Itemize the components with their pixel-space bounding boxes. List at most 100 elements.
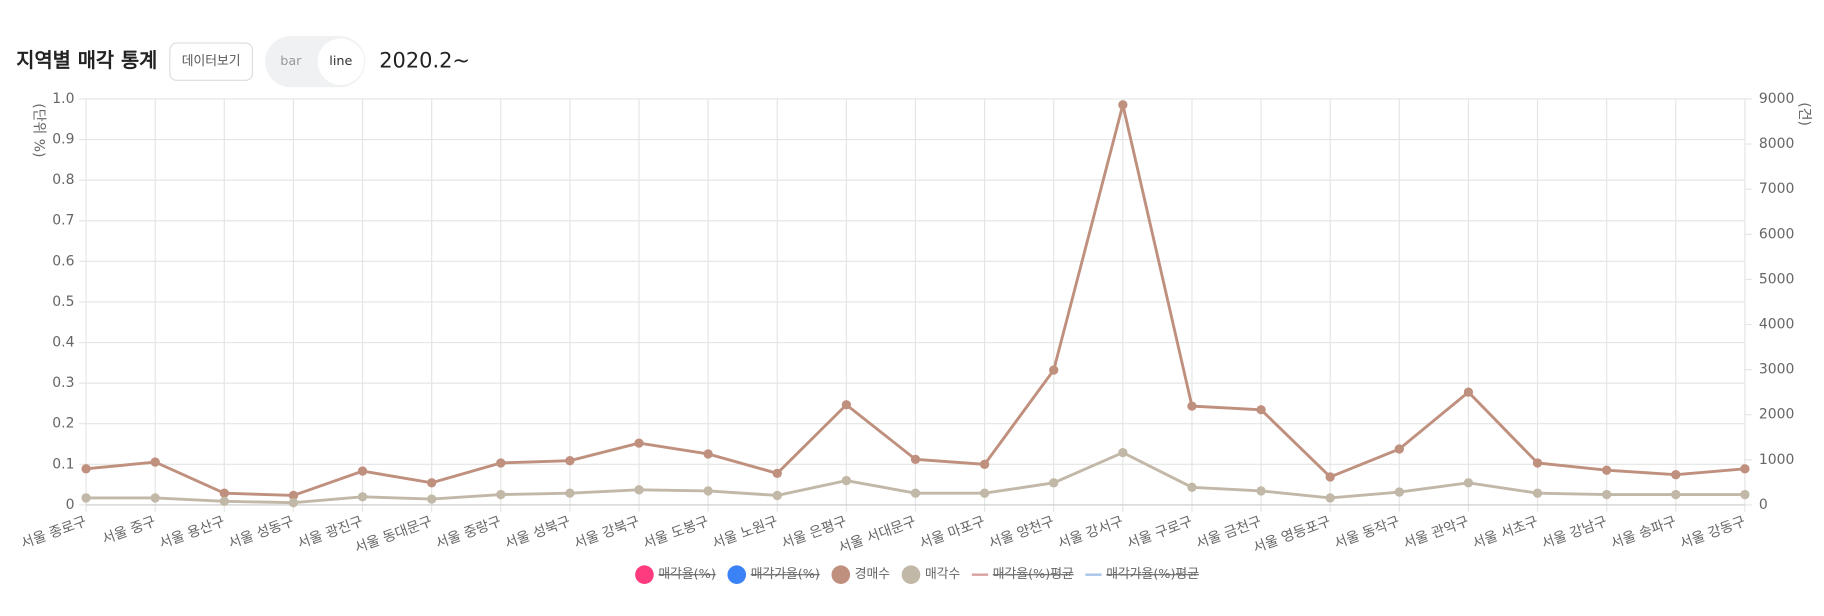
chart-title: 지역별 매각 통계: [16, 49, 157, 72]
point: [288, 498, 299, 508]
point: [1256, 486, 1266, 496]
point: [1325, 472, 1335, 482]
toggle-active[interactable]: [317, 38, 365, 85]
point: [81, 464, 91, 474]
point: [1602, 489, 1612, 500]
point: [1394, 444, 1404, 454]
y-axis-title: (단위 %): [30, 103, 46, 157]
point: [1187, 482, 1197, 492]
toggle-option: line: [329, 54, 352, 69]
y-tick-label: 0.1: [52, 456, 74, 472]
x-tick-label: 서울 성동구: [226, 514, 296, 553]
point: [1740, 464, 1750, 474]
point: [910, 488, 921, 498]
y-tick-label: 0.6: [52, 253, 74, 269]
point: [979, 488, 990, 498]
point: [565, 456, 575, 466]
point: [357, 466, 368, 476]
point: [1118, 447, 1128, 458]
point: [1325, 493, 1335, 503]
point: [703, 449, 713, 459]
x-tick-label: 서울 성북구: [503, 514, 573, 553]
point: [1394, 487, 1404, 497]
period: 2020.2~: [379, 49, 470, 73]
point: [1118, 100, 1128, 110]
x-tick-label: 서울 양천구: [987, 514, 1057, 553]
x-tick-label: 서울 구로구: [1125, 514, 1195, 553]
point: [427, 494, 437, 504]
x-tick-label: 서울 중구: [100, 514, 158, 548]
y2-tick-label: 5000: [1759, 271, 1794, 287]
y2-tick-label: 2000: [1759, 407, 1794, 423]
x-tick-label: 서울 강동구: [1678, 514, 1748, 553]
point: [219, 488, 229, 498]
point: [1049, 365, 1059, 375]
x-tick-label: 서울 강북구: [572, 514, 642, 553]
toggle-option: bar: [280, 54, 302, 69]
point: [1671, 489, 1681, 500]
point: [1256, 405, 1266, 415]
point: [427, 478, 437, 488]
legend-label[interactable]: 경매수: [855, 567, 891, 582]
y-tick-label: 0.7: [52, 213, 74, 229]
y-tick-label: 1.0: [52, 91, 74, 107]
x-tick-label: 서울 강남구: [1540, 514, 1610, 553]
y2-tick-label: 8000: [1759, 136, 1794, 152]
point: [1532, 488, 1543, 498]
legend-marker: [727, 565, 747, 585]
point: [979, 459, 990, 469]
point: [1532, 458, 1543, 468]
y2-axis-title: (건): [1796, 102, 1812, 126]
data-button[interactable]: [169, 42, 254, 81]
x-tick-label: 서울 동대문구: [352, 514, 434, 557]
y2-tick-label: 1000: [1759, 452, 1794, 468]
x-tick-label: 서울 서대문구: [836, 514, 918, 557]
x-tick-label: 서울 송파구: [1609, 514, 1679, 553]
x-tick-label: 서울 영등포구: [1251, 514, 1333, 557]
x-tick-label: 서울 관악구: [1401, 514, 1471, 553]
x-tick-label: 서울 동작구: [1332, 514, 1402, 553]
x-tick-label: 서울 서초구: [1470, 514, 1540, 553]
point: [910, 454, 921, 465]
point: [219, 496, 229, 506]
y2-tick-label: 3000: [1759, 362, 1794, 378]
y2-tick-label: 7000: [1759, 181, 1794, 197]
y-tick-label: 0.5: [52, 294, 74, 310]
point: [1671, 470, 1681, 480]
x-tick-label: 서울 마포구: [917, 514, 987, 553]
point: [1463, 478, 1474, 488]
y-tick-label: 0.9: [52, 132, 74, 148]
x-tick-label: 서울 노원구: [710, 514, 780, 553]
y2-tick-label: 4000: [1759, 316, 1794, 332]
point: [288, 490, 299, 501]
point: [841, 400, 852, 410]
point: [634, 485, 644, 495]
legend-label[interactable]: 매각수: [925, 567, 961, 582]
point: [565, 488, 575, 498]
point: [496, 458, 506, 468]
point: [772, 490, 782, 501]
point: [1740, 489, 1750, 500]
point: [1187, 401, 1197, 411]
x-tick-label: 서울 용산구: [157, 514, 227, 553]
legend-marker: [831, 565, 851, 585]
x-tick-label: 서울 중랑구: [434, 514, 504, 553]
point: [772, 468, 782, 478]
y-tick-label: 0.8: [52, 172, 74, 188]
y-tick-label: 0: [66, 497, 75, 513]
point: [1463, 387, 1474, 397]
point: [1602, 465, 1612, 475]
legend-marker: [901, 565, 921, 585]
y-tick-label: 0.3: [52, 375, 74, 391]
point: [703, 486, 713, 496]
data-button-label: 데이터보기: [182, 54, 241, 69]
point: [634, 438, 644, 448]
x-tick-label: 서울 종로구: [19, 514, 89, 553]
point: [1049, 478, 1059, 488]
legend-marker: [635, 565, 654, 585]
x-tick-label: 서울 강서구: [1056, 514, 1126, 553]
point: [81, 493, 91, 503]
point: [496, 489, 506, 500]
